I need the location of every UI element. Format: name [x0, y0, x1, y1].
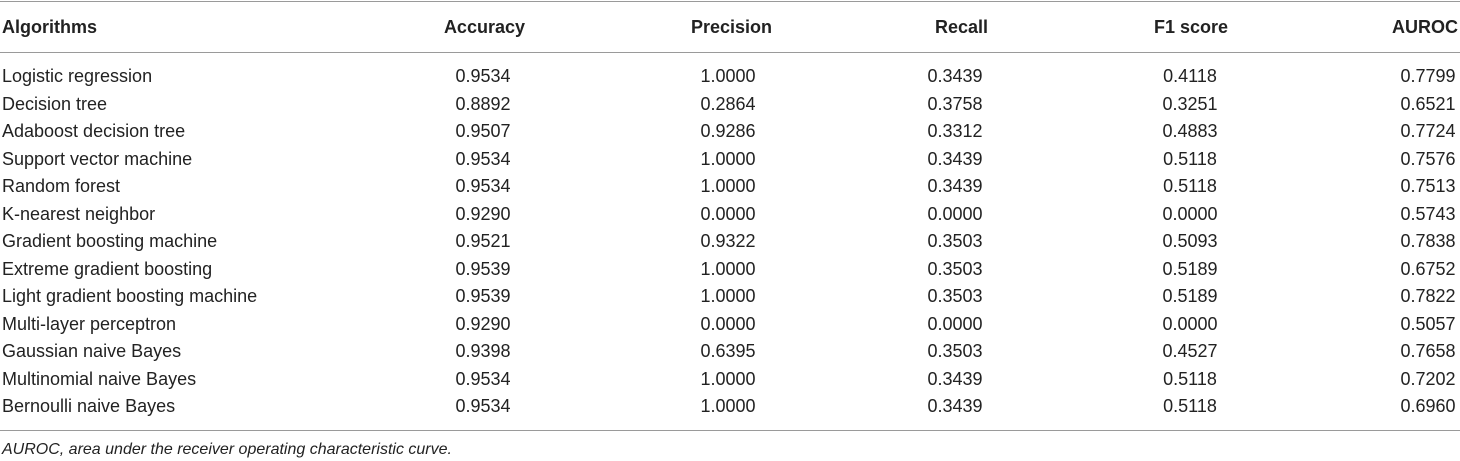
row-label: Gaussian naive Bayes: [2, 341, 182, 361]
table-cell: 0.9507: [455, 121, 511, 141]
table-cell: 0.9290: [455, 203, 511, 224]
row-label: Light gradient boosting machine: [2, 286, 258, 306]
column-header: Precision: [690, 17, 772, 37]
table-cell: 0.9534: [455, 66, 511, 86]
row-label: K-nearest neighbor: [2, 203, 156, 224]
table-cell: 0.9322: [700, 231, 756, 251]
table-cell: 0.6395: [700, 341, 756, 361]
column-header: Algorithms: [2, 17, 98, 37]
table-cell: 0.5118: [1163, 148, 1217, 169]
table-cell: 0.7576: [1400, 148, 1456, 169]
row-label: Bernoulli naive Bayes: [2, 396, 176, 416]
table-cell: 0.7838: [1400, 231, 1456, 251]
table-cell: 1.0000: [700, 396, 756, 416]
table-cell: 0.3439: [927, 396, 983, 416]
row-label: Logistic regression: [2, 66, 153, 86]
table-cell: 0.0000: [1162, 203, 1218, 224]
table-cell: 0.5189: [1162, 286, 1218, 306]
table-cell: 0.7513: [1400, 176, 1456, 196]
table-cell: 1.0000: [700, 148, 756, 169]
table-cell: 0.3503: [927, 231, 983, 251]
row-label: Multi-layer perceptron: [2, 313, 177, 334]
table-cell: 0.3439: [927, 148, 983, 169]
table-cell: 0.0000: [927, 203, 983, 224]
table-cell: 0.9539: [455, 258, 511, 279]
table-cell: 0.5118: [1163, 176, 1217, 196]
table-cell: 0.3503: [927, 286, 983, 306]
table-cell: 0.4527: [1162, 341, 1218, 361]
table-cell: 0.5057: [1400, 313, 1456, 334]
table-cell: 0.7658: [1400, 341, 1456, 361]
table-cell: 0.7724: [1400, 121, 1456, 141]
table-cell: 0.3251: [1162, 93, 1218, 114]
row-label: Gradient boosting machine: [2, 231, 218, 251]
table-cell: 0.9534: [455, 148, 511, 169]
row-label: Support vector machine: [2, 148, 193, 169]
column-header: F1 score: [1153, 17, 1228, 37]
table-cell: 1.0000: [700, 368, 756, 389]
table-cell: 0.0000: [927, 313, 983, 334]
table-cell: 1.0000: [700, 258, 756, 279]
table-cell: 0.9534: [455, 396, 511, 416]
table-cell: 0.4118: [1163, 66, 1217, 86]
table-cell: 0.5118: [1163, 396, 1217, 416]
table-cell: 0.6752: [1400, 258, 1456, 279]
table-cell: 0.6960: [1400, 396, 1456, 416]
table-cell: 0.3439: [927, 368, 983, 389]
table-cell: 0.5118: [1163, 368, 1217, 389]
table-cell: 0.9534: [455, 368, 511, 389]
footnote: AUROC, area under the receiver operating…: [2, 441, 452, 458]
top-rule: [0, 1, 1460, 2]
column-header: Recall: [934, 17, 988, 37]
header-rule: [0, 52, 1460, 53]
row-label: Multinomial naive Bayes: [2, 368, 197, 389]
table-cell: 0.9534: [455, 176, 511, 196]
table-cell: 0.0000: [700, 313, 756, 334]
column-header: AUROC: [1392, 17, 1458, 37]
table-cell: 0.6521: [1400, 93, 1456, 114]
table-cell: 0.9539: [455, 286, 511, 306]
row-label: Decision tree: [2, 93, 108, 114]
table-cell: 0.4883: [1162, 121, 1218, 141]
table-cell: 0.0000: [700, 203, 756, 224]
table-cell: 1.0000: [700, 176, 756, 196]
table-cell: 0.3439: [927, 176, 983, 196]
table-cell: 0.5189: [1162, 258, 1218, 279]
table-cell: 0.3503: [927, 258, 983, 279]
row-label: Random forest: [2, 176, 121, 196]
table-cell: 0.3503: [927, 341, 983, 361]
table-cell: 1.0000: [700, 286, 756, 306]
table-cell: 0.9521: [455, 231, 511, 251]
table-cell: 0.0000: [1162, 313, 1218, 334]
table-cell: 0.8892: [455, 93, 511, 114]
table-cell: 0.7202: [1400, 368, 1456, 389]
table-cell: 0.9286: [700, 121, 756, 141]
table-cell: 1.0000: [700, 66, 756, 86]
bottom-rule: [0, 430, 1460, 431]
table-cell: 0.7822: [1400, 286, 1456, 306]
table-cell: 0.9398: [455, 341, 511, 361]
row-label: Extreme gradient boosting: [2, 258, 213, 279]
table-cell: 0.7799: [1400, 66, 1456, 86]
table-cell: 0.3312: [927, 121, 983, 141]
table-cell: 0.3758: [927, 93, 983, 114]
table-cell: 0.5093: [1162, 231, 1218, 251]
table-cell: 0.5743: [1400, 203, 1456, 224]
table-cell: 0.9290: [455, 313, 511, 334]
table-cell: 0.2864: [700, 93, 756, 114]
table-cell: 0.3439: [927, 66, 983, 86]
row-label: Adaboost decision tree: [2, 121, 186, 141]
column-header: Accuracy: [443, 17, 525, 37]
